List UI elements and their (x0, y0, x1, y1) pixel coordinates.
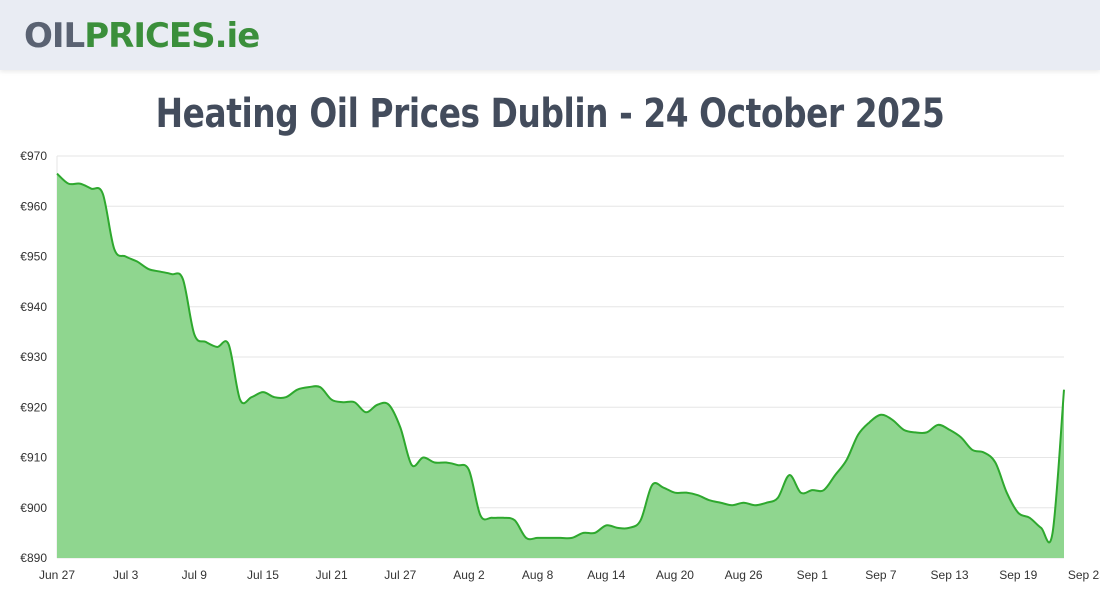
y-tick-label: €890 (20, 551, 47, 565)
y-axis: €890 €900 €910 €920 €930 €940 €950 €960 €970 (20, 149, 47, 565)
x-axis: Jun 27 Jul 3 Jul 9 Jul 15 Jul 21 Jul 27 Aug 2 A… (39, 568, 1100, 582)
price-line (56, 172, 1065, 544)
y-tick-label: €960 (20, 199, 47, 213)
x-tick-label: Sep 19 (999, 568, 1037, 582)
x-tick-label: Aug 8 (522, 568, 554, 582)
x-tick-label: Sep 7 (865, 568, 897, 582)
x-tick-label: Jul 27 (384, 568, 416, 582)
price-chart: €890 €900 €910 €920 €930 €940 €950 €960 €970 Jun… (20, 149, 1100, 582)
x-tick-label: Jul 3 (113, 568, 139, 582)
x-tick-label: Aug 26 (725, 568, 763, 582)
y-tick-label: €940 (20, 300, 47, 314)
x-tick-label: Aug 20 (656, 568, 694, 582)
y-tick-label: €970 (20, 149, 47, 163)
y-tick-label: €910 (20, 451, 47, 465)
x-tick-label: Aug 14 (587, 568, 625, 582)
x-tick-label: Jul 21 (316, 568, 348, 582)
x-tick-label: Aug 2 (453, 568, 485, 582)
y-tick-label: €930 (20, 350, 47, 364)
site-logo[interactable]: OILPRICES.ie (24, 14, 260, 58)
logo-text-prices: PRICES.ie (84, 16, 260, 56)
x-tick-label: Jun 27 (39, 568, 75, 582)
x-tick-label: Sep 1 (797, 568, 829, 582)
logo-text-oil: OIL (24, 16, 85, 56)
x-tick-label: Jul 9 (182, 568, 208, 582)
x-tick-label: Sep 13 (931, 568, 969, 582)
y-tick-label: €950 (20, 250, 47, 264)
price-area (57, 173, 1064, 558)
y-tick-label: €900 (20, 501, 47, 515)
top-bar: OILPRICES.ie (0, 0, 1100, 70)
x-tick-label: Jul 15 (247, 568, 279, 582)
page-title: Heating Oil Prices Dublin - 24 October 2… (155, 91, 945, 137)
y-tick-label: €920 (20, 400, 47, 414)
x-tick-label: Sep 25 (1068, 568, 1100, 582)
